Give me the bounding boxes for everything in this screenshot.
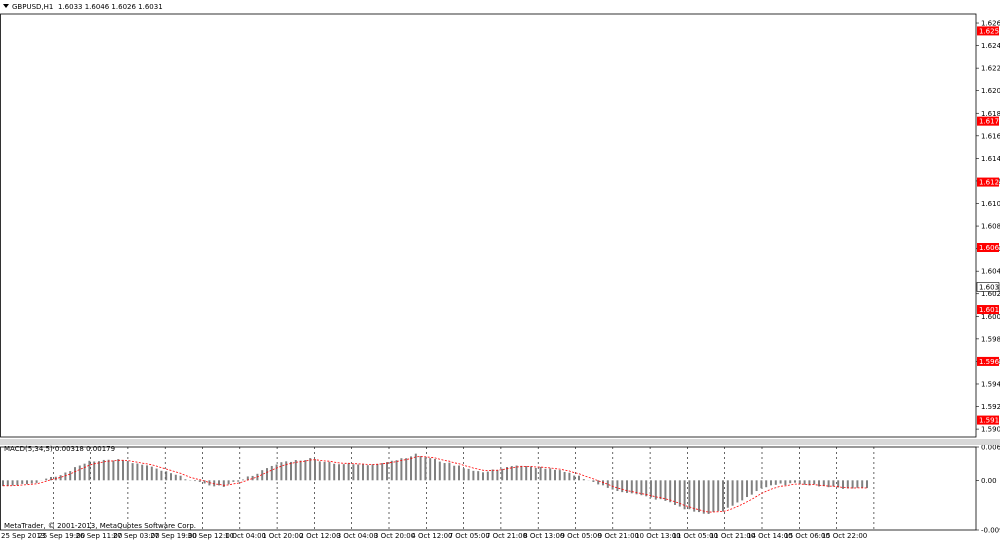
time-tick-label: 15 Oct 06:00 [784,532,830,540]
price-tick-label: 1.5985 [981,335,1000,343]
time-tick-label: 27 Sep 03:00 [113,532,160,540]
macd-tick-label: 0.00 [981,477,997,485]
price-tick-label: 1.6045 [981,268,1000,276]
macd-tick-label: 0.00647 [981,444,1000,452]
macd-title: MACD(5,34,5) 0.00318 0.00179 [4,445,115,453]
macd-panel[interactable] [2,453,868,514]
time-tick-label: 1 Oct 04:00 [225,532,266,540]
time-tick-label: 30 Sep 12:00 [188,532,235,540]
time-tick-label: 3 Oct 04:00 [337,532,378,540]
time-tick-label: 25 Sep 19:00 [38,532,85,540]
price-tick-label: 1.5945 [981,380,1000,388]
panel-frame [0,4,1000,531]
price-tick-label: 1.6145 [981,155,1000,163]
time-tick-label: 9 Oct 05:00 [561,532,602,540]
svg-text:1.6031: 1.6031 [979,283,1000,291]
time-tick-label: 3 Oct 20:00 [374,532,415,540]
time-tick-label: 9 Oct 21:00 [598,532,639,540]
price-tick-label: 1.6085 [981,223,1000,231]
time-tick-label: 1 Oct 20:00 [262,532,303,540]
level-price-tag: 1.5965 [977,356,1000,366]
level-price-tag: 1.6178 [977,116,1000,126]
svg-text:1.5965: 1.5965 [979,358,1000,366]
time-tick-label: 11 Oct 21:00 [710,532,756,540]
svg-text:1.6124: 1.6124 [979,179,1000,187]
price-tick-label: 1.6025 [981,290,1000,298]
time-tick-label: 2 Oct 12:00 [299,532,340,540]
time-tick-label: 7 Oct 21:00 [486,532,527,540]
ohlc-readout: 1.6033 1.6046 1.6026 1.6031 [58,3,163,11]
svg-text:1.6066: 1.6066 [979,244,1000,252]
level-price-tag: 1.5913 [977,415,1000,425]
price-tick-label: 1.6005 [981,313,1000,321]
price-tick-label: 1.6225 [981,65,1000,73]
time-tick-label: 15 Oct 22:00 [822,532,868,540]
time-tick-label: 14 Oct 14:00 [747,532,793,540]
price-tick-label: 1.6165 [981,132,1000,140]
svg-text:1.6258: 1.6258 [979,27,1000,35]
time-tick-label: 26 Sep 11:00 [76,532,123,540]
price-tick-label: 1.6265 [981,20,1000,28]
macd-signal-line [2,456,868,513]
svg-text:1.6178: 1.6178 [979,118,1000,126]
price-tick-label: 1.6245 [981,42,1000,50]
time-tick-label: 27 Sep 19:00 [150,532,197,540]
watermark: MetaTrader, © 2001-2013, MetaQuotes Soft… [4,522,196,530]
price-tick-label: 1.6205 [981,87,1000,95]
level-price-tag: 1.6258 [977,26,1000,36]
symbol-timeframe: GBPUSD,H1 [12,3,53,11]
time-tick-label: 25 Sep 2013 [1,532,45,540]
macd-tick-label: -0.00965 [981,527,1000,535]
price-tick-label: 1.5905 [981,426,1000,434]
time-tick-label: 10 Oct 13:00 [635,532,681,540]
price-tick-label: 1.5925 [981,403,1000,411]
time-tick-label: 11 Oct 05:00 [672,532,718,540]
dropdown-icon[interactable] [3,4,9,8]
price-axis[interactable]: 1.6265 1.6245 1.6225 1.6205 1.6185 1.6165 1.61… [0,20,1000,535]
time-tick-label: 4 Oct 12:00 [411,532,452,540]
price-tick-label: 1.6185 [981,110,1000,118]
current-price-tag: 1.6031 [976,282,1000,292]
svg-text:1.5913: 1.5913 [979,417,1000,425]
level-price-tag: 1.6124 [977,177,1000,187]
price-tick-label: 1.6105 [981,200,1000,208]
time-tick-label: 7 Oct 05:00 [449,532,490,540]
level-price-tag: 1.6066 [977,242,1000,252]
time-tick-label: 8 Oct 13:00 [523,532,564,540]
